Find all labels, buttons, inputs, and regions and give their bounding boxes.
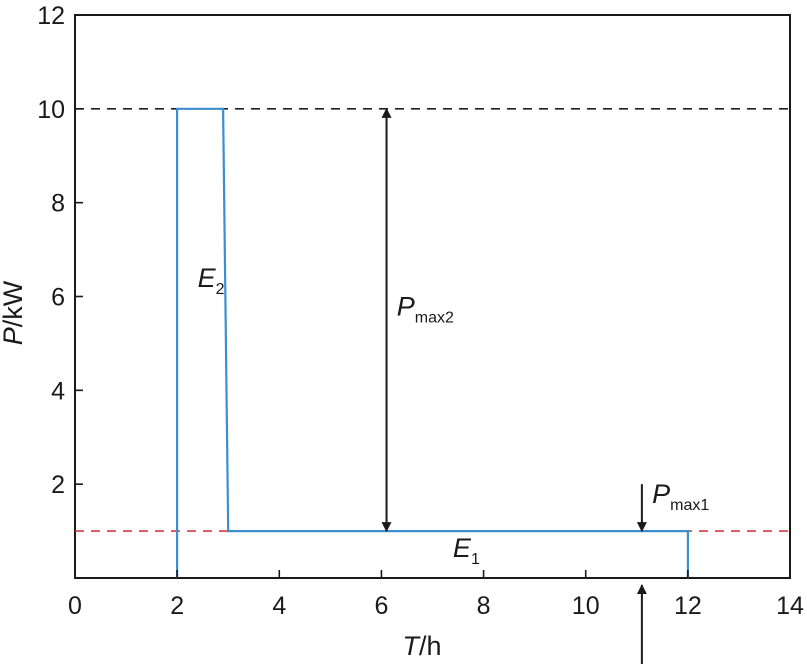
y-axis-var: P (0, 327, 28, 345)
y-tick-label: 8 (51, 190, 65, 218)
x-tick-label: 0 (68, 592, 82, 620)
series-layer (176, 107, 690, 578)
ticks-layer: 0 2 4 6 8 10 12 14 2 4 6 8 10 12 (37, 2, 804, 620)
x-tick-label: 14 (776, 592, 804, 620)
annotation-pmax1: Pmax1 (652, 479, 709, 514)
x-axis-label: T/h (402, 631, 441, 661)
annotation-pmax2: Pmax2 (397, 291, 454, 326)
y-tick-label: 4 (51, 377, 65, 405)
annotation-e1: E1 (453, 533, 480, 568)
x-tick-label: 4 (272, 592, 286, 620)
x-tick-label: 6 (374, 592, 388, 620)
plot-border (74, 14, 791, 579)
series-line-0 (176, 107, 690, 578)
x-tick-label: 12 (674, 592, 702, 620)
arrow-layer (381, 107, 647, 664)
x-axis-var: T (402, 631, 421, 661)
x-tick-label: 2 (170, 592, 184, 620)
x-tick-label: 10 (572, 592, 600, 620)
annotation-e2: E2 (198, 263, 225, 298)
plot-frame (74, 14, 791, 579)
x-axis-unit: /h (419, 631, 442, 661)
annotation-layer: E2 E1 Pmax2 Pmax1 (198, 263, 710, 568)
y-tick-label: 10 (37, 96, 65, 124)
y-axis-unit: /kW (0, 280, 28, 327)
x-tick-label: 8 (477, 592, 491, 620)
y-tick-label: 6 (51, 284, 65, 312)
y-axis-label: P/kW (0, 280, 28, 345)
y-tick-label: 12 (37, 2, 65, 30)
y-tick-label: 2 (51, 471, 65, 499)
